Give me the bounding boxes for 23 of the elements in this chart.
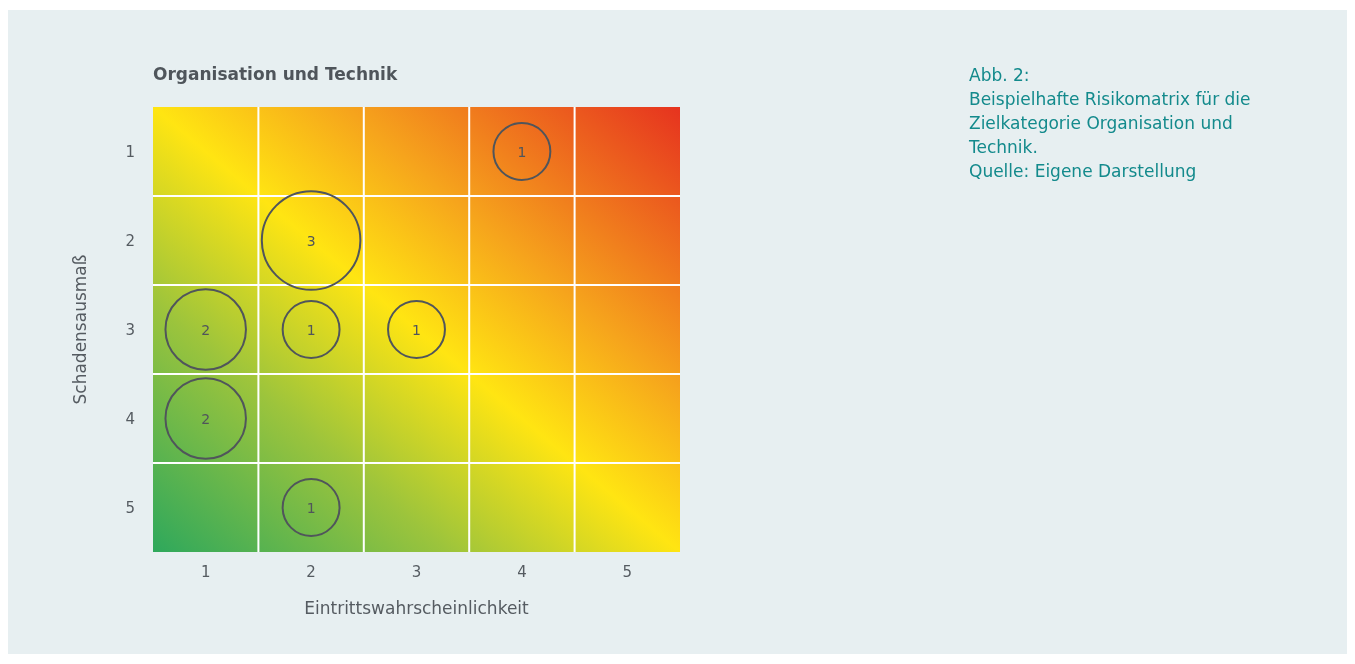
source-note: Quelle: Eigene Darstellung — [969, 160, 1198, 183]
data-label: 1 — [412, 321, 421, 338]
caption: Abb. 2: — [969, 64, 1031, 87]
data-label: 1 — [517, 143, 527, 160]
data-label: 3 — [306, 232, 316, 249]
chart-title: Organisation und Technik — [153, 64, 398, 84]
data-label: 1 — [306, 321, 316, 338]
x-axis-title: Eintrittswahrscheinlichkeit — [304, 598, 530, 619]
y-axis-title: Schadensausmaß — [70, 254, 91, 405]
data-label: 2 — [201, 321, 211, 338]
data-label: 2 — [201, 410, 211, 427]
x-tick-label: 4 — [517, 562, 527, 581]
y-tick-label: 4 — [125, 409, 135, 428]
x-tick-label: 3 — [411, 562, 422, 581]
data-label: 1 — [306, 499, 316, 516]
x-tick-label: 2 — [306, 562, 316, 581]
text: Beispielhafte Risikomatrix für die Zielkategorie Organisation und Technik. — [969, 88, 1252, 159]
y-tick-label: 3 — [125, 320, 135, 339]
x-tick-label: 5 — [622, 562, 633, 581]
x-tick-label: 1 — [200, 562, 211, 581]
y-tick-label: 1 — [125, 142, 135, 161]
y-tick-label: 5 — [125, 498, 135, 517]
y-tick-label: 2 — [125, 231, 135, 250]
